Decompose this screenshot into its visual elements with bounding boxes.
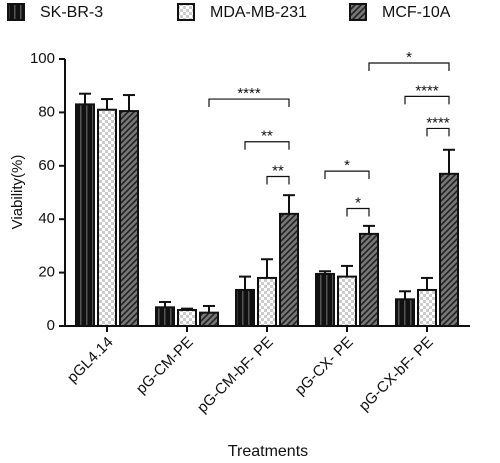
legend-swatch <box>177 3 195 21</box>
bar <box>359 232 379 327</box>
legend-label: SK-BR-3 <box>40 4 103 21</box>
bar <box>199 311 219 327</box>
x-tick-label: pG-CM-PE <box>133 334 197 398</box>
significance-label: ** <box>261 128 273 145</box>
x-tick-label: pG-CX- PE <box>292 334 357 399</box>
y-tick-label: 20 <box>38 264 55 281</box>
significance-label: * <box>344 157 350 174</box>
y-tick-label: 60 <box>38 157 55 174</box>
significance-bracket <box>368 62 450 72</box>
significance-label: **** <box>426 114 450 131</box>
bar <box>315 272 335 327</box>
bar <box>257 276 277 328</box>
y-tick-label: 40 <box>38 210 55 227</box>
bar <box>439 172 459 327</box>
x-tick-label: pG-CM-bF- PE <box>194 334 277 417</box>
x-axis-title: Treatments <box>228 443 308 460</box>
y-tick-label: 80 <box>38 103 55 120</box>
bar <box>417 288 437 327</box>
bar <box>155 306 175 327</box>
bar <box>337 275 357 328</box>
significance-bracket <box>426 127 450 137</box>
bar <box>235 288 255 327</box>
y-tick-label: 100 <box>30 50 55 67</box>
significance-bracket <box>208 98 290 108</box>
significance-label: * <box>355 194 361 211</box>
bar <box>177 308 197 328</box>
y-tick-label: 0 <box>47 317 55 334</box>
bar <box>279 212 299 327</box>
significance-bracket <box>404 95 450 105</box>
x-tick-label: pGL4.14 <box>64 334 117 387</box>
legend-label: MCF-10A <box>382 4 451 21</box>
bar <box>395 298 415 327</box>
significance-bracket <box>266 175 290 185</box>
significance-bracket <box>244 141 290 150</box>
significance-bracket <box>324 170 370 180</box>
y-axis-title: Viability(%) <box>9 155 26 230</box>
bar <box>119 110 139 327</box>
bar <box>75 103 95 327</box>
x-tick-label: pG-CX-bF- PE <box>356 334 437 415</box>
legend-swatch <box>349 3 367 21</box>
bar <box>97 108 117 328</box>
significance-label: **** <box>237 85 261 102</box>
significance-bracket <box>346 207 370 217</box>
legend-swatch <box>7 3 25 21</box>
legend-label: MDA-MB-231 <box>210 4 307 21</box>
significance-label: ** <box>272 162 284 179</box>
significance-label: **** <box>415 82 439 99</box>
significance-label: * <box>406 49 412 66</box>
